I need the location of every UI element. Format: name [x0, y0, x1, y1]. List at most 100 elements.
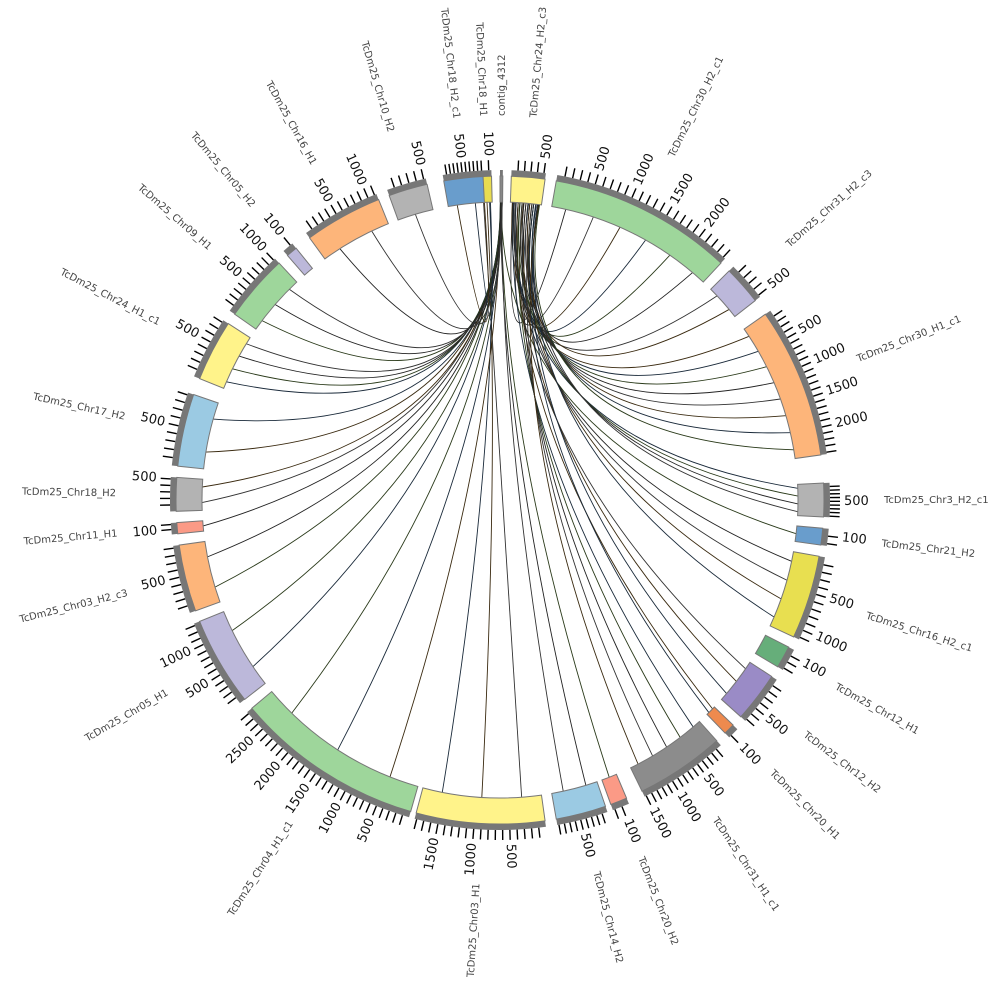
sector-TcDm25_Chr03_H2_c3: 500 TcDm25_Chr03_H2_c3	[18, 540, 221, 626]
tick-mark	[194, 643, 204, 650]
tick-mark	[790, 655, 800, 662]
link-chord	[291, 202, 503, 714]
link-chord	[274, 202, 502, 354]
tick-label: 100	[620, 817, 643, 846]
tick-mark	[696, 763, 705, 773]
tick-mark	[405, 173, 410, 184]
tick-mark	[814, 398, 825, 403]
sector-name: TcDm25_Chr3_H2_c1	[883, 495, 989, 506]
tick-mark	[590, 816, 595, 827]
tick-mark	[427, 822, 432, 833]
tick-mark	[601, 813, 606, 824]
tick-label: 500	[216, 253, 245, 281]
tick-mark	[574, 821, 579, 832]
tick-mark	[799, 636, 810, 643]
sector-name: TcDm25_Chr04_H1_c1	[226, 819, 296, 919]
sector-name: TcDm25_Chr09_H1	[134, 182, 213, 253]
tick-mark	[173, 591, 184, 596]
tick-mark	[802, 629, 813, 635]
tick-mark	[175, 598, 186, 603]
tick-mark	[530, 161, 533, 172]
sector-axis	[414, 812, 546, 830]
tick-label: 1000	[462, 842, 480, 876]
tick-mark	[303, 769, 311, 779]
tick-mark	[823, 564, 834, 568]
tick-mark	[468, 161, 471, 172]
tick-label: 1500	[283, 781, 314, 817]
tick-mark	[472, 161, 475, 172]
sector-axis	[306, 194, 379, 238]
sector-band	[551, 781, 607, 820]
sector-band	[509, 175, 546, 206]
sector-axis	[387, 178, 428, 196]
sector-TcDm25_Chr10_H2: 500 TcDm25_Chr10_H2	[358, 39, 434, 221]
tick-mark	[656, 789, 663, 800]
tick-mark	[811, 608, 822, 613]
link-chord	[511, 202, 750, 369]
link-chord	[500, 202, 797, 535]
tick-mark	[197, 343, 208, 350]
sector-band	[286, 247, 314, 276]
tick-label: 100	[132, 523, 158, 540]
tick-mark	[748, 276, 757, 284]
tick-label: 500	[131, 469, 157, 486]
tick-label: 500	[503, 844, 519, 869]
tick-mark	[264, 738, 273, 747]
sector-axis	[229, 258, 280, 315]
sector-name: TcDm25_Chr03_H2_c3	[18, 588, 129, 626]
sector-name: TcDm25_Chr20_H1	[767, 767, 842, 842]
tick-mark	[820, 417, 831, 422]
tick-mark	[715, 748, 724, 758]
sector-name: TcDm25_Chr31_H2_c3	[784, 168, 875, 250]
tick-mark	[777, 315, 787, 322]
tick-mark	[365, 803, 371, 813]
sector-TcDm25_Chr24_H1_c1: 500 TcDm25_Chr24_H1_c1	[57, 267, 251, 390]
tick-label: 500	[538, 133, 556, 160]
sector-band	[177, 393, 219, 470]
sector-name: TcDm25_Chr16_H1	[262, 79, 318, 168]
tick-mark	[818, 411, 829, 416]
link-chord	[500, 201, 587, 786]
tick-mark	[185, 624, 196, 630]
tick-mark	[764, 696, 774, 704]
tick-label: 500	[450, 133, 468, 159]
sector-band	[710, 270, 757, 318]
tick-mark	[730, 735, 739, 744]
sector-name: TcDm25_Chr30_H1_c1	[855, 314, 963, 365]
tick-mark	[480, 160, 483, 171]
tick-mark	[256, 261, 265, 270]
tick-mark	[164, 554, 175, 558]
tick-label: 500	[765, 265, 794, 292]
tick-mark	[333, 787, 340, 798]
tick-mark	[516, 829, 519, 840]
tick-mark	[166, 430, 177, 435]
sector-name: TcDm25_Chr18_H2_c1	[438, 7, 462, 120]
tick-mark	[170, 414, 181, 419]
sector-name: TcDm25_Chr03_H1	[466, 883, 483, 979]
tick-mark	[711, 752, 719, 762]
link-chord	[516, 202, 713, 710]
tick-mark	[587, 172, 592, 183]
link-chord	[534, 204, 794, 451]
tick-label: 500	[592, 145, 614, 173]
tick-mark	[444, 164, 448, 175]
tick-mark	[585, 818, 590, 829]
tick-mark	[358, 800, 365, 810]
tick-mark	[682, 774, 689, 784]
tick-label: 1500	[646, 805, 674, 841]
link-chord	[226, 201, 501, 394]
tick-mark	[666, 783, 674, 794]
link-chord	[533, 204, 798, 513]
tick-mark	[225, 298, 234, 306]
tick-mark	[659, 202, 666, 212]
link-chord	[526, 203, 782, 600]
sector-band	[233, 262, 298, 330]
tick-mark	[203, 662, 214, 669]
tick-mark	[594, 174, 599, 185]
tick-mark	[571, 168, 576, 179]
tick-mark	[177, 390, 188, 396]
tick-mark	[750, 713, 760, 721]
